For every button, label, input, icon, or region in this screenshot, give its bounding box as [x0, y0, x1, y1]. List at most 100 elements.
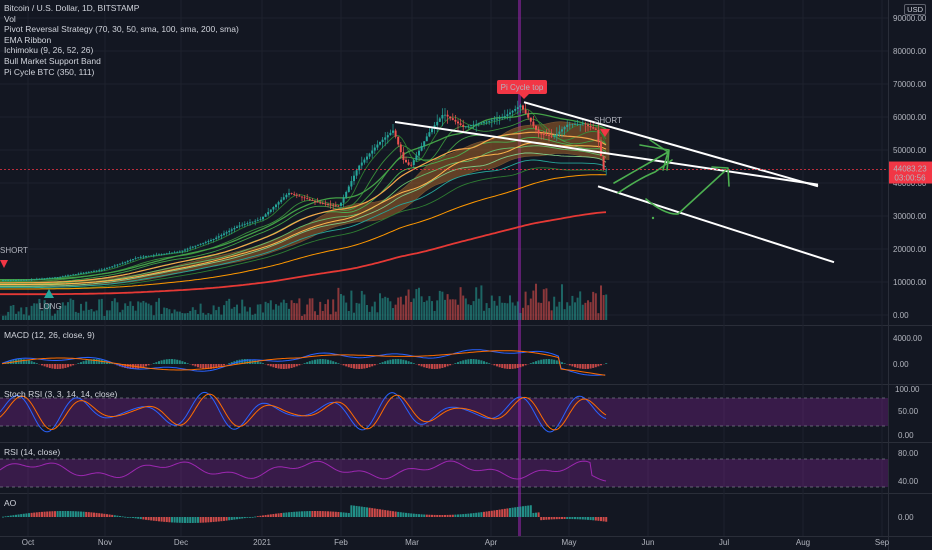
- volume-bar: [519, 313, 522, 320]
- macd-histogram-bar: [129, 364, 132, 369]
- ao-bar: [194, 517, 197, 523]
- indicator-ichimoku[interactable]: Ichimoku (9, 26, 52, 26): [4, 45, 94, 56]
- indicator-pi-cycle[interactable]: Pi Cycle BTC (350, 111): [4, 66, 95, 77]
- volume-bar: [412, 298, 415, 320]
- ao-label[interactable]: AO: [4, 498, 17, 508]
- volume-bar: [477, 298, 480, 320]
- ao-bar: [243, 517, 246, 519]
- candle-body: [594, 128, 597, 130]
- ao-bar: [329, 511, 332, 517]
- macd-histogram-bar: [186, 363, 189, 364]
- candle-body: [285, 194, 288, 198]
- macd-histogram-bar: [155, 362, 158, 364]
- ao-bar: [35, 512, 38, 517]
- ao-bar: [566, 517, 569, 520]
- ao-bar: [514, 507, 517, 517]
- indicator-ema-ribbon[interactable]: EMA Ribbon: [4, 34, 52, 45]
- volume-bar: [506, 303, 509, 320]
- macd-histogram-bar: [360, 364, 363, 369]
- candle-body: [85, 272, 88, 274]
- volume-bar: [225, 300, 228, 320]
- volume-bar: [51, 315, 54, 320]
- candle-body: [113, 265, 116, 267]
- macd-histogram-bar: [80, 362, 82, 364]
- candle-body: [605, 169, 608, 171]
- macd-histogram-bar: [243, 359, 246, 364]
- volume-bar: [574, 302, 576, 320]
- ao-bar: [4, 516, 7, 518]
- macd-label[interactable]: MACD (12, 26, close, 9): [4, 330, 95, 340]
- volume-bar: [418, 287, 420, 320]
- macd-histogram-bar: [171, 359, 173, 364]
- candle-body: [77, 273, 80, 275]
- chart-legend: Bitcoin / U.S. Dollar, 1D, BITSTAMP Vol …: [4, 3, 239, 77]
- candle-body: [7, 280, 10, 282]
- candle-body: [17, 280, 20, 281]
- ao-bar: [215, 517, 218, 522]
- ao-bar: [605, 517, 608, 522]
- volume-bar: [314, 311, 316, 320]
- volume-bar: [139, 302, 142, 320]
- x-tick-label: May: [561, 538, 576, 547]
- indicator-bull-band[interactable]: Bull Market Support Band: [4, 55, 101, 66]
- candle-body: [48, 277, 51, 279]
- ao-bar: [256, 516, 259, 517]
- macd-histogram-bar: [472, 359, 475, 364]
- candle-body: [124, 261, 127, 263]
- volume-bar: [563, 309, 566, 320]
- volume-bar: [147, 303, 150, 320]
- volume-bar: [113, 298, 116, 320]
- candle-body: [475, 123, 478, 125]
- volume-bar: [454, 299, 457, 320]
- candle-body: [282, 197, 285, 200]
- ao-bar: [464, 513, 467, 517]
- macd-histogram-bar: [308, 361, 311, 364]
- ao-bar: [410, 513, 413, 517]
- rsi-label[interactable]: RSI (14, close): [4, 447, 61, 457]
- currency-label[interactable]: USD: [904, 4, 926, 15]
- macd-histogram-bar: [373, 364, 376, 366]
- volume-bar: [579, 291, 582, 320]
- stoch-rsi-label[interactable]: Stoch RSI (3, 3, 14, 14, close): [4, 389, 118, 399]
- volume-bar: [485, 303, 488, 320]
- macd-histogram-bar: [160, 360, 163, 364]
- candle-body: [119, 263, 121, 265]
- macd-histogram-bar: [124, 364, 127, 368]
- macd-histogram-bar: [321, 359, 324, 364]
- volume-bar: [363, 294, 366, 320]
- macd-histogram-bar: [368, 364, 371, 368]
- candle-body: [503, 116, 506, 118]
- candle-body: [464, 126, 467, 128]
- volume-bar: [98, 299, 101, 320]
- volume-bar: [415, 289, 418, 320]
- indicator-vol[interactable]: Vol: [4, 13, 16, 24]
- candle-body: [553, 136, 556, 137]
- indicator-pivot-reversal[interactable]: Pivot Reversal Strategy (70, 30, 50, sma…: [4, 24, 239, 35]
- pi-cycle-top-label-bg: [497, 80, 547, 94]
- candle-body: [342, 197, 345, 203]
- volume-bar: [353, 312, 355, 320]
- macd-histogram-bar: [576, 364, 579, 368]
- candle-body: [366, 156, 368, 160]
- macd-histogram-bar: [142, 364, 145, 368]
- volume-bar: [4, 315, 7, 320]
- candle-body: [202, 242, 205, 244]
- volume-bar: [462, 295, 465, 320]
- candle-body: [301, 196, 303, 198]
- ao-bar: [106, 514, 108, 517]
- candle-body: [319, 202, 322, 204]
- macd-histogram-bar: [420, 364, 423, 367]
- candle-body: [345, 191, 348, 198]
- volume-bar: [558, 301, 561, 320]
- bull-band-line: [0, 131, 607, 284]
- ao-bar: [576, 517, 579, 520]
- ao-bar: [181, 517, 184, 523]
- volume-bar: [321, 310, 324, 320]
- volume-bar: [514, 305, 517, 320]
- volume-bar: [360, 290, 363, 320]
- ao-bar: [259, 515, 262, 517]
- ao-bar: [249, 517, 251, 518]
- volume-bar: [220, 314, 223, 320]
- ao-bar: [316, 511, 319, 517]
